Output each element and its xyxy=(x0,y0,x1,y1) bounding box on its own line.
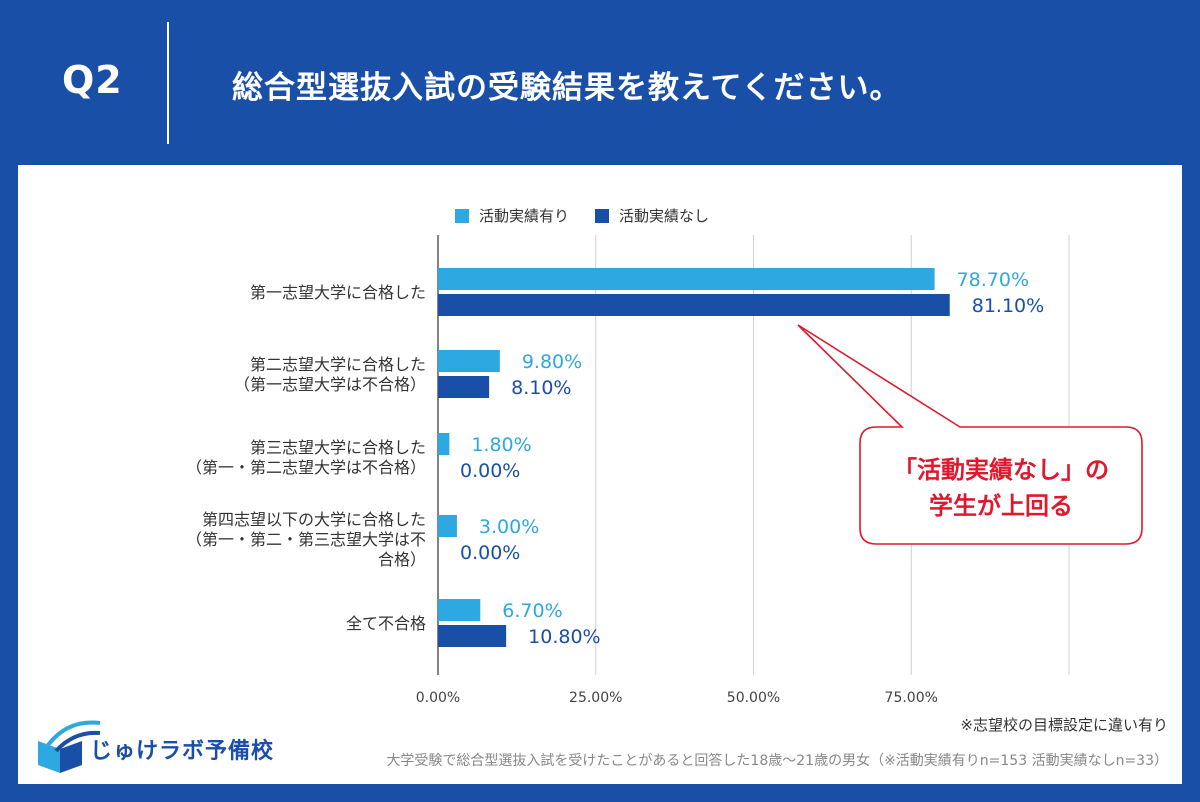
bar xyxy=(438,515,457,537)
category-label: 合格） xyxy=(378,550,426,569)
bar xyxy=(438,433,450,455)
data-label: 78.70% xyxy=(957,269,1029,291)
data-label: 3.00% xyxy=(479,516,539,538)
bar-chart: 0.00% 25.00% 50.00% 75.00% 活動実績有り 活動実績なし第一志望大… xyxy=(186,207,1143,706)
bar xyxy=(438,350,500,372)
category-label: （第一志望大学は不合格） xyxy=(234,375,426,394)
logo-text: じゅけラボ予備校 xyxy=(90,739,275,764)
data-label: 81.10% xyxy=(972,295,1044,317)
category-label: 第四志望以下の大学に合格した xyxy=(202,510,426,529)
callout-line-1: 「活動実績なし」の xyxy=(893,456,1109,484)
legend-swatch xyxy=(595,209,609,223)
bar xyxy=(438,599,481,621)
x-tick-label: 75.00% xyxy=(885,690,938,706)
data-label: 6.70% xyxy=(502,600,562,622)
bar xyxy=(438,268,935,290)
chart-card: 0.00% 25.00% 50.00% 75.00% 活動実績有り 活動実績なし第一志望大… xyxy=(18,165,1182,784)
data-label: 8.10% xyxy=(511,377,571,399)
data-label: 1.80% xyxy=(471,434,531,456)
category-label: 全て不合格 xyxy=(346,614,426,633)
category-label: 第三志望大学に合格した xyxy=(250,438,426,457)
legend-swatch xyxy=(455,209,469,223)
data-label: 0.00% xyxy=(460,542,520,564)
category-label: （第一・第二志望大学は不合格） xyxy=(186,458,426,477)
header-divider xyxy=(167,22,169,144)
header: Q2 総合型選抜入試の受験結果を教えてください。 xyxy=(0,0,1200,165)
category-label: （第一・第二・第三志望大学は不 xyxy=(186,530,426,549)
footer-caption: 大学受験で総合型選抜入試を受けたことがあると回答した18歳～21歳の男女（※活動… xyxy=(386,753,1168,769)
x-tick-label: 25.00% xyxy=(569,690,622,706)
callout-line-2: 学生が上回る xyxy=(929,492,1073,520)
category-label: 第二志望大学に合格した xyxy=(250,355,426,374)
data-label: 0.00% xyxy=(460,460,520,482)
category-label: 第一志望大学に合格した xyxy=(250,283,426,302)
open-book-logo-icon xyxy=(38,720,101,773)
x-tick-label: 0.00% xyxy=(416,690,460,706)
bar xyxy=(438,376,490,398)
legend-label: 活動実績なし xyxy=(619,207,709,225)
question-title: 総合型選抜入試の受験結果を教えてください。 xyxy=(232,70,902,106)
legend-label: 活動実績有り xyxy=(479,207,569,225)
question-number: Q2 xyxy=(62,58,123,102)
data-label: 10.80% xyxy=(528,626,600,648)
callout-bubble xyxy=(797,324,1143,545)
bar xyxy=(438,625,507,647)
data-label: 9.80% xyxy=(522,351,582,373)
bar xyxy=(438,294,950,316)
x-tick-label: 50.00% xyxy=(727,690,780,706)
callout-text: 「活動実績なし」の 学生が上回る xyxy=(862,452,1140,524)
note-text: ※志望校の目標設定に違い有り xyxy=(960,716,1168,734)
